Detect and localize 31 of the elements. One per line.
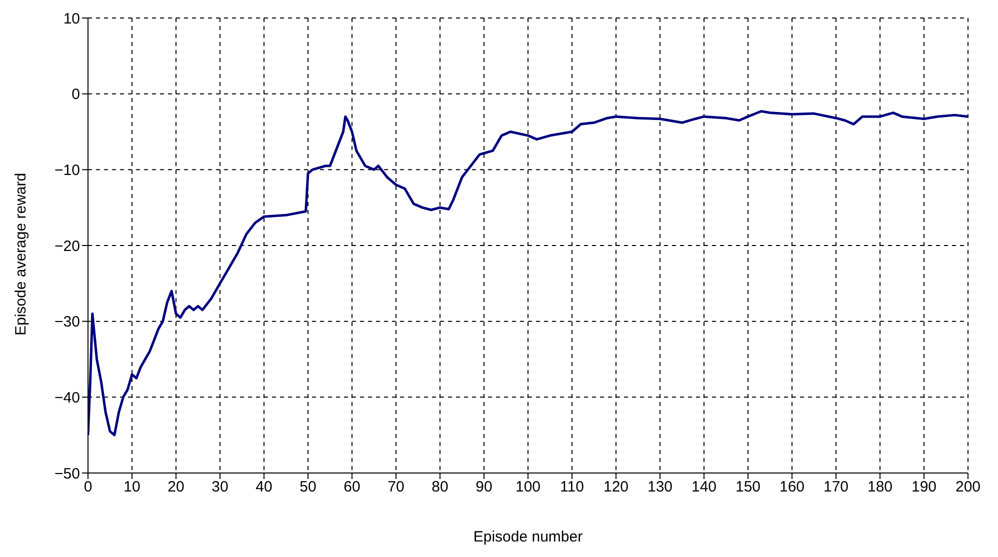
y-axis-title: Episode average reward xyxy=(12,172,30,336)
x-tick-label: 120 xyxy=(603,478,629,496)
y-tick-label: −50 xyxy=(54,465,80,482)
x-tick-label: 100 xyxy=(515,478,541,496)
x-tick-label: 150 xyxy=(735,478,761,496)
y-tick-label: 0 xyxy=(72,86,80,104)
x-tick-label: 90 xyxy=(476,478,492,496)
x-tick-label: 110 xyxy=(560,478,584,496)
line-series xyxy=(88,110,968,436)
x-tick-label: 200 xyxy=(955,478,981,496)
x-tick-label: 40 xyxy=(256,478,272,496)
y-tick-label: −40 xyxy=(54,389,80,406)
x-tick-label: 20 xyxy=(168,478,184,496)
x-tick-label: 60 xyxy=(344,478,360,496)
x-tick-label: 170 xyxy=(823,478,849,496)
x-tick-label: 30 xyxy=(212,478,228,496)
x-tick-label: 130 xyxy=(647,478,673,496)
x-tick-label: 180 xyxy=(867,478,893,496)
y-tick-label: 10 xyxy=(63,10,80,28)
x-axis-title: Episode number xyxy=(473,528,583,546)
y-tick-label: −10 xyxy=(54,162,80,179)
x-tick-label: 50 xyxy=(300,478,316,496)
y-tick-label: −30 xyxy=(54,314,80,331)
x-tick-label: 70 xyxy=(388,478,404,496)
x-tick-label: 80 xyxy=(432,478,448,496)
x-tick-label: 0 xyxy=(84,478,92,496)
x-tick-label: 140 xyxy=(691,478,717,496)
y-tick-label: −20 xyxy=(54,238,80,255)
x-tick-label: 10 xyxy=(124,478,140,496)
x-tick-label: 160 xyxy=(779,478,805,496)
x-tick-label: 190 xyxy=(911,478,937,496)
